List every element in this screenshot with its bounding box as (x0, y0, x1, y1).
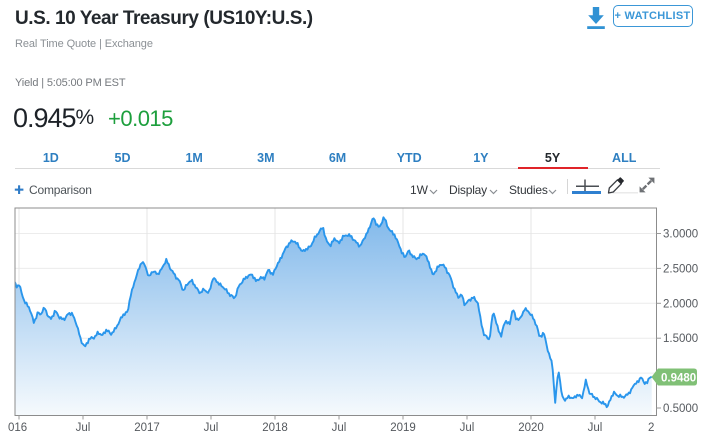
svg-text:Jul: Jul (588, 422, 603, 434)
svg-text:2018: 2018 (262, 422, 288, 434)
svg-text:2: 2 (648, 422, 654, 434)
svg-text:Jul: Jul (460, 422, 475, 434)
svg-text:2019: 2019 (390, 422, 416, 434)
svg-text:Jul: Jul (332, 422, 347, 434)
svg-text:016: 016 (8, 422, 27, 434)
svg-text:2.5000: 2.5000 (663, 263, 698, 275)
svg-text:0.9480: 0.9480 (661, 372, 696, 384)
svg-text:2.0000: 2.0000 (663, 298, 698, 310)
svg-text:Jul: Jul (76, 422, 91, 434)
svg-text:Jul: Jul (204, 422, 219, 434)
svg-text:0.5000: 0.5000 (663, 403, 698, 415)
svg-text:1.5000: 1.5000 (663, 333, 698, 345)
svg-text:3.0000: 3.0000 (663, 229, 698, 241)
svg-text:2020: 2020 (518, 422, 544, 434)
svg-text:2017: 2017 (134, 422, 160, 434)
